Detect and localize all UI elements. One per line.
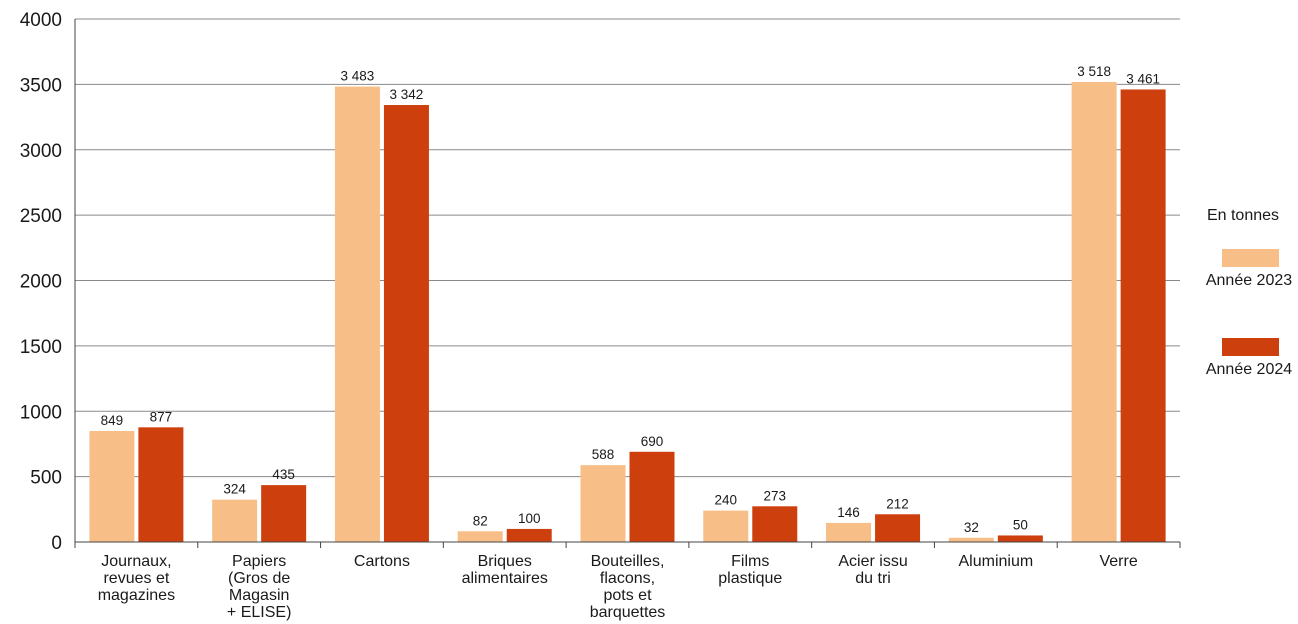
x-category-label: Verre	[1099, 553, 1137, 570]
y-tick-label: 0	[51, 533, 62, 554]
bar-année-2023	[457, 531, 503, 542]
bar-année-2024	[997, 535, 1043, 542]
y-tick-label: 500	[30, 468, 62, 489]
bar-année-2023	[334, 86, 380, 542]
value-label: 588	[592, 447, 615, 462]
value-label: 690	[641, 434, 664, 449]
bars	[89, 82, 1166, 543]
value-label: 82	[473, 513, 488, 528]
y-tick-label: 1500	[20, 337, 62, 358]
legend: En tonnes Année 2023 Année 2024	[1206, 207, 1292, 378]
x-category-label: Bouteilles, flacons, pots et barquettes	[590, 553, 666, 621]
x-axis: Journaux, revues et magazines Papiers (Gros …	[74, 541, 1181, 621]
value-label: 212	[886, 496, 909, 511]
bar-année-2023	[89, 430, 135, 542]
bar-année-2023	[703, 510, 749, 542]
value-label: 273	[764, 488, 787, 503]
x-category-label: Aluminium	[958, 553, 1033, 570]
value-label: 3 483	[341, 69, 375, 84]
legend-label: Année 2024	[1206, 361, 1292, 378]
bar-année-2023	[1071, 82, 1117, 543]
x-category-label: Briques alimentaires	[462, 553, 548, 587]
value-label: 3 461	[1126, 71, 1160, 86]
bar-année-2023	[948, 537, 994, 542]
y-tick-label: 2500	[20, 206, 62, 227]
value-label: 100	[518, 511, 541, 526]
value-label: 50	[1013, 517, 1028, 532]
value-label: 3 518	[1077, 64, 1111, 79]
bar-année-2023	[580, 465, 626, 542]
y-tick-label: 1000	[20, 402, 62, 423]
bar-année-2024	[138, 427, 184, 542]
bar-année-2024	[383, 105, 429, 542]
legend-swatch	[1222, 249, 1279, 267]
x-category-label: Journaux, revues et magazines	[98, 553, 175, 604]
bar-année-2024	[752, 506, 798, 542]
value-labels: 849 877 324 435 3 483 3 342 82 100 588 690 240 273 1…	[101, 64, 1160, 535]
value-label: 240	[715, 493, 738, 508]
y-tick-label: 2000	[20, 272, 62, 293]
bar-année-2024	[1120, 89, 1166, 543]
x-category-label: Films plastique	[718, 553, 782, 587]
value-label: 877	[150, 409, 173, 424]
bar-année-2023	[826, 522, 872, 542]
bar-année-2024	[875, 514, 921, 542]
value-label: 435	[272, 467, 295, 482]
x-category-label: Cartons	[354, 553, 410, 570]
x-category-label: Papiers (Gros de Magasin + ELISE)	[227, 553, 291, 621]
value-label: 32	[964, 520, 979, 535]
legend-label: Année 2023	[1206, 272, 1292, 289]
value-label: 324	[223, 482, 246, 497]
legend-unit-label: En tonnes	[1207, 207, 1279, 224]
y-axis: 0 500 1000 1500 2000 2500 3000 3500 4000	[20, 10, 76, 554]
x-category-label: Acier issu du tri	[838, 553, 907, 587]
bar-année-2024	[629, 451, 675, 542]
bar-année-2024	[261, 485, 307, 542]
bar-année-2023	[212, 499, 258, 542]
value-label: 3 342	[390, 87, 424, 102]
value-label: 849	[101, 413, 124, 428]
y-tick-label: 4000	[20, 10, 62, 31]
gridlines	[75, 18, 1180, 478]
bar-année-2024	[506, 528, 552, 542]
y-tick-label: 3500	[20, 75, 62, 96]
legend-swatch	[1222, 338, 1279, 356]
y-tick-label: 3000	[20, 141, 62, 162]
value-label: 146	[837, 505, 860, 520]
